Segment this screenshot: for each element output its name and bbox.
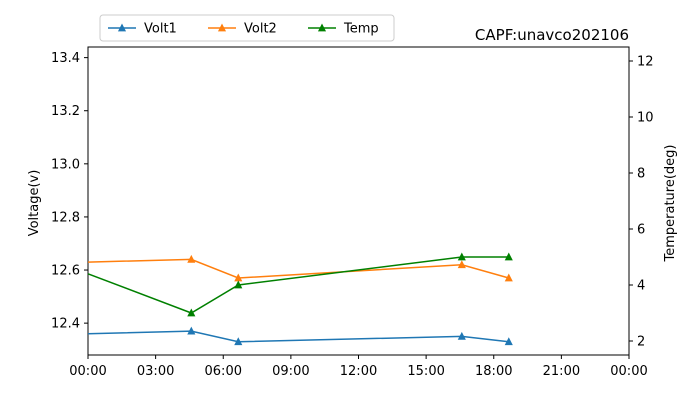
data-point-volt2 xyxy=(504,273,513,282)
x-tick-label: 12:00 xyxy=(340,364,377,379)
legend-marker-volt2 xyxy=(217,23,227,32)
y2-tick-label: 8 xyxy=(637,167,645,182)
data-point-temp xyxy=(187,308,196,317)
y-axis-title: Voltage(v) xyxy=(27,170,42,237)
x-tick-label: 03:00 xyxy=(137,364,174,379)
y2-tick-label: 6 xyxy=(637,223,645,238)
series-line-volt1 xyxy=(87,330,509,343)
x-tick-label: 00:00 xyxy=(610,364,647,379)
y-tick-label: 13.2 xyxy=(51,104,80,119)
data-point-volt1 xyxy=(457,331,466,340)
chart-title: CAPF:unavco202106 xyxy=(475,26,629,44)
legend-box xyxy=(99,14,395,42)
y2-tick-label: 4 xyxy=(637,279,645,294)
x-tick-label: 00:00 xyxy=(69,364,106,379)
y-tick-label: 12.8 xyxy=(51,210,80,225)
y-tick-label: 12.6 xyxy=(51,264,80,279)
y2-tick-label: 2 xyxy=(637,335,645,350)
x-tick-label: 06:00 xyxy=(205,364,242,379)
data-point-volt2 xyxy=(234,273,243,282)
series-line-volt2 xyxy=(87,258,509,279)
data-point-temp xyxy=(234,280,243,289)
x-tick-label: 21:00 xyxy=(543,364,580,379)
legend-label-volt1: Volt1 xyxy=(144,22,177,37)
legend-label-volt2: Volt2 xyxy=(244,22,277,37)
legend-label-temp: Temp xyxy=(343,22,379,37)
plot-frame xyxy=(87,46,630,356)
legend: Volt1 Volt2 Temp xyxy=(99,14,395,42)
data-point-volt1 xyxy=(187,326,196,335)
y2-tick-label: 12 xyxy=(637,55,654,70)
y2-axis-title: Temperature(deg) xyxy=(663,145,678,263)
legend-marker-temp xyxy=(317,23,327,32)
legend-marker-volt1 xyxy=(117,23,127,32)
x-tick-label: 18:00 xyxy=(475,364,512,379)
data-point-volt1 xyxy=(234,337,243,346)
data-point-volt1 xyxy=(504,337,513,346)
data-point-volt2 xyxy=(457,260,466,269)
x-tick-label: 09:00 xyxy=(272,364,309,379)
data-point-temp xyxy=(504,252,513,261)
data-point-volt2 xyxy=(187,254,196,263)
y2-tick-label: 10 xyxy=(637,111,654,126)
y-tick-label: 13.0 xyxy=(51,157,80,172)
y-tick-label: 13.4 xyxy=(51,51,80,66)
data-point-temp xyxy=(457,252,466,261)
y-tick-label: 12.4 xyxy=(51,317,80,332)
x-tick-label: 15:00 xyxy=(407,364,444,379)
